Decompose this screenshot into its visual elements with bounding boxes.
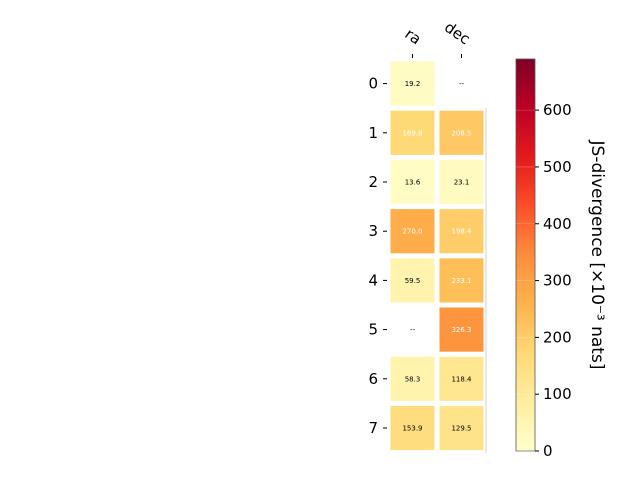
heatmap-cell — [390, 405, 435, 451]
column-label: dec — [441, 18, 473, 48]
cell-label: 169.8 — [402, 129, 422, 137]
cell-label: -- — [410, 326, 416, 334]
heatmap-cell — [439, 159, 484, 205]
heatmap-cell — [390, 159, 435, 205]
colorbar-tick-label: 200 — [543, 328, 572, 346]
heatmap-cell — [439, 405, 484, 451]
colorbar-tick-label: 0 — [543, 442, 553, 460]
cell-label: 19.2 — [405, 80, 421, 88]
cell-label: 59.5 — [405, 277, 421, 285]
row-label: 1 — [368, 124, 378, 142]
heatmap-cell — [439, 209, 484, 254]
heatmap-cell — [390, 110, 435, 155]
heatmap-cell — [439, 110, 484, 155]
cell-label: 326.3 — [451, 326, 471, 334]
cell-label: 58.3 — [405, 375, 421, 383]
heatmap-cell — [390, 356, 435, 401]
heatmap-cell — [439, 258, 484, 303]
cell-label: 129.5 — [451, 425, 471, 433]
heatmap-cell — [439, 307, 484, 352]
column-label: ra — [402, 25, 425, 49]
cell-label: 153.9 — [402, 425, 422, 433]
colorbar-label: JS-divergence [×10⁻³ nats] — [587, 140, 607, 370]
row-label: 7 — [368, 419, 378, 437]
heatmap-cells: 19.2 -- 169.8 208.5 13.6 23.1 270.0 198.4 59.5 23… — [390, 61, 484, 451]
cell-label: 198.4 — [451, 228, 472, 236]
colorbar-tick-label: 300 — [543, 272, 572, 290]
row-label: 4 — [368, 271, 378, 289]
cell-label: -- — [459, 80, 465, 88]
heatmap-cell — [390, 258, 435, 303]
cell-label: 118.4 — [451, 375, 472, 383]
cell-label: 208.5 — [451, 129, 471, 137]
row-label: 5 — [368, 321, 378, 339]
cell-label: 270.0 — [402, 228, 422, 236]
row-label: 3 — [368, 222, 378, 240]
colorbar-tick-label: 400 — [543, 215, 572, 233]
colorbar: 0 100 200 300 400 500 600 JS-divergence [×10⁻³ … — [515, 58, 607, 460]
heatmap-cell — [390, 209, 435, 254]
heatmap-cell — [390, 61, 435, 106]
row-label: 6 — [368, 370, 378, 388]
row-label: 0 — [368, 75, 378, 93]
cell-label: 13.6 — [405, 179, 421, 187]
colorbar-tick-label: 600 — [543, 101, 572, 119]
heatmap-cell — [439, 356, 484, 401]
row-label: 2 — [368, 173, 378, 191]
cell-label: 233.1 — [451, 277, 471, 285]
colorbar-tick-label: 100 — [543, 385, 572, 403]
colorbar-tick-label: 500 — [543, 158, 572, 176]
cell-label: 23.1 — [454, 179, 470, 187]
colorbar-gradient — [515, 58, 536, 452]
